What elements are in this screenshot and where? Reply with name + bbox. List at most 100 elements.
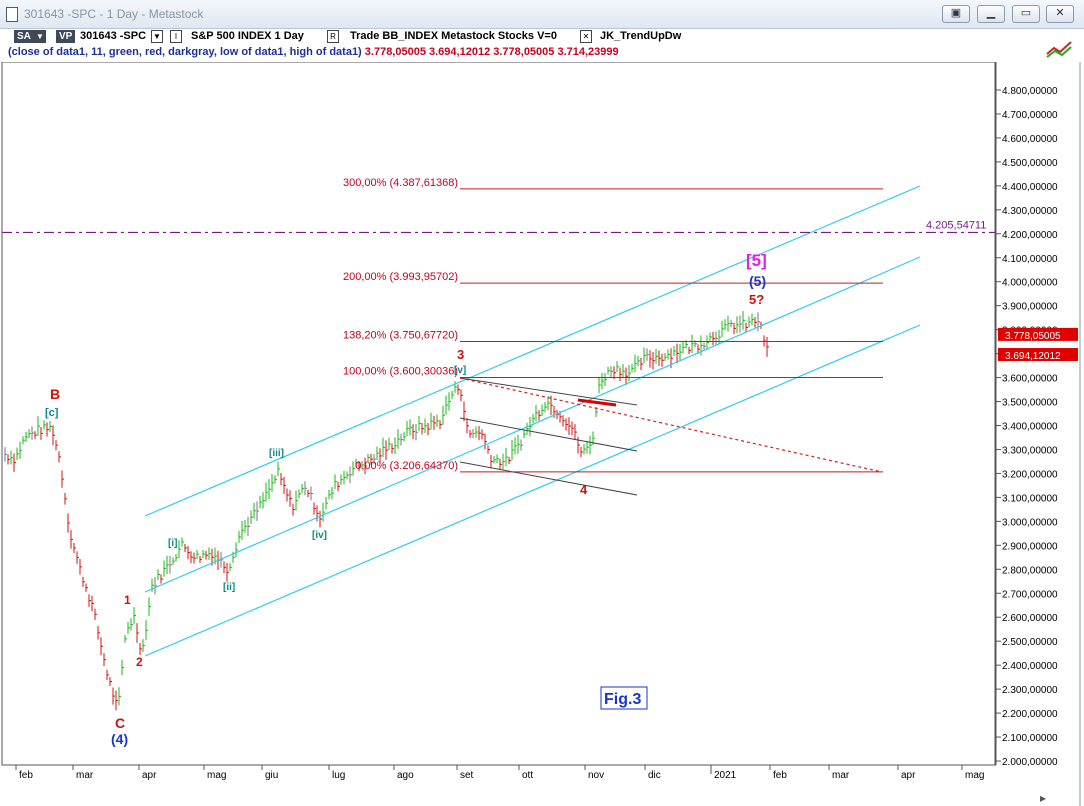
x-tick-label: ago <box>397 770 414 781</box>
y-tick-label: 2.000,00000 <box>1002 757 1058 768</box>
wave-v-label: [v] <box>454 365 466 376</box>
wave-5-label: (5) <box>749 273 766 289</box>
wave-B-label: B <box>50 386 60 402</box>
y-tick-label: 2.600,00000 <box>1002 613 1058 624</box>
x-tick-label: set <box>460 770 474 781</box>
price-bars <box>4 310 769 711</box>
y-tick-label: 2.900,00000 <box>1002 541 1058 552</box>
price-tag-box <box>998 327 1078 341</box>
y-tick-label: 3.200,00000 <box>1002 469 1058 480</box>
y-tick-label: 2.500,00000 <box>1002 637 1058 648</box>
y-tick-label: 3.400,00000 <box>1002 422 1058 433</box>
wave-c-minor-label: [c] <box>45 407 59 419</box>
plot-frame <box>1 62 996 766</box>
fib-levels: 300,00% (4.387,61368) 200,00% (3.993,9570… <box>343 177 883 473</box>
fib-label: 300,00% (4.387,61368) <box>343 177 458 189</box>
corr-upper-line <box>459 377 638 406</box>
corr-lower-line <box>459 461 638 496</box>
wave-iv-label: [iv] <box>312 530 327 541</box>
figure-label: Fig.3 <box>604 691 641 708</box>
x-tick-label: giu <box>265 770 278 781</box>
symbol-dropdown-icon[interactable]: ▼ <box>151 30 163 43</box>
minimize-button[interactable]: ▁ <box>977 5 1005 23</box>
indicator-params-label: (close of data1, 11, green, red, darkgra… <box>8 46 362 58</box>
x-tick-label: mar <box>76 770 94 781</box>
y-tick-label: 2.400,00000 <box>1002 661 1058 672</box>
red-dotted-trendline <box>459 377 883 473</box>
x-tick-label: mag <box>207 770 226 781</box>
y-tick-label: 2.700,00000 <box>1002 589 1058 600</box>
r-box[interactable]: R <box>327 30 339 43</box>
x-tick-label: dic <box>648 770 661 781</box>
sa-button[interactable]: SA <box>14 30 34 43</box>
y-tick-label: 4.000,00000 <box>1002 278 1058 289</box>
price-tag-box <box>998 348 1078 362</box>
wave-5q-label: 5? <box>749 292 764 307</box>
fib-label: 200,00% (3.993,95702) <box>343 271 458 283</box>
x-tick-label: lug <box>332 770 345 781</box>
x-tick-label: feb <box>773 770 787 781</box>
close-button[interactable]: ✕ <box>1046 5 1074 23</box>
y-axis: 4.800,00000 4.700,00000 4.600,00000 4.500,0… <box>996 86 1058 768</box>
channel-lower-line <box>144 324 921 657</box>
close-indicator-icon[interactable]: ✕ <box>580 30 592 43</box>
instrument-name: S&P 500 INDEX 1 Day <box>191 30 304 42</box>
fib-label: 100,00% (3.600,30036) <box>343 365 458 377</box>
window-title: 301643 -SPC - 1 Day - Metastock <box>24 7 204 21</box>
y-tick-label: 3.600,00000 <box>1002 374 1058 385</box>
price-tag-label: 3.778,05005 <box>1005 331 1061 342</box>
y-tick-label: 3.000,00000 <box>1002 517 1058 528</box>
x-tick-label: 2021 <box>714 770 737 781</box>
x-tick-label: apr <box>142 770 157 781</box>
wave-ii-label: [ii] <box>223 582 235 593</box>
correction-channel <box>459 377 883 496</box>
y-tick-label: 3.500,00000 <box>1002 398 1058 409</box>
y-tick-label: 3.900,00000 <box>1002 302 1058 313</box>
title-bar: 301643 -SPC - 1 Day - Metastock ▣ ▁ ▭ ✕ <box>0 0 1084 29</box>
purple-level-label: 4.205,54711 <box>926 219 986 231</box>
x-tick-label: mar <box>832 770 850 781</box>
breakout-marker <box>577 398 617 407</box>
wave-5-big-label: [5] <box>746 251 767 270</box>
price-tag-label: 3.694,12012 <box>1005 351 1061 362</box>
price-tags: 3.778,05005 3.694,12012 <box>998 327 1078 362</box>
trend-channel <box>144 185 921 657</box>
y-tick-label: 2.300,00000 <box>1002 685 1058 696</box>
y-tick-label: 4.400,00000 <box>1002 182 1058 193</box>
y-tick-label: 4.200,00000 <box>1002 230 1058 241</box>
wave-4-label: (4) <box>111 731 128 747</box>
sa-dropdown-icon[interactable]: ▼ <box>34 30 46 43</box>
indicator-name: JK_TrendUpDw <box>600 30 682 42</box>
restore-subwindow-button[interactable]: ▣ <box>942 5 970 23</box>
y-tick-label: 4.500,00000 <box>1002 158 1058 169</box>
y-tick-label: 4.100,00000 <box>1002 254 1058 265</box>
y-tick-label: 2.100,00000 <box>1002 733 1058 744</box>
x-tick-label: feb <box>19 770 33 781</box>
fib-label: 0,00% (3.206,64370) <box>355 460 458 472</box>
channel-upper-line <box>144 185 921 517</box>
interval-box[interactable]: I <box>170 30 182 43</box>
y-tick-label: 4.300,00000 <box>1002 206 1058 217</box>
y-tick-label: 3.300,00000 <box>1002 445 1058 456</box>
wave-C-label: C <box>115 715 125 731</box>
x-axis: feb mar apr mag giu lug ago set ott nov dic 2021 feb… <box>15 765 984 781</box>
purple-level: 4.205,54711 <box>2 219 995 234</box>
x-tick-label: ott <box>522 770 533 781</box>
trade-desc: Trade BB_INDEX Metastock Stocks V=0 <box>350 30 557 42</box>
price-chart[interactable]: 300,00% (4.387,61368) 200,00% (3.993,9570… <box>0 62 1084 806</box>
corr-mid-line <box>459 417 638 452</box>
window-icon <box>6 7 18 22</box>
wave-4-minor-label: 4 <box>580 482 588 497</box>
x-tick-label: nov <box>588 770 604 781</box>
y-tick-label: 4.700,00000 <box>1002 110 1058 121</box>
symbol-label: 301643 -SPC <box>80 30 147 42</box>
vp-button[interactable]: VP <box>56 30 76 43</box>
y-tick-label: 4.800,00000 <box>1002 86 1058 97</box>
y-tick-label: 3.100,00000 <box>1002 493 1058 504</box>
chart-style-icon[interactable] <box>1044 38 1074 60</box>
scroll-right-icon[interactable]: ▸ <box>1040 791 1046 805</box>
maximize-button[interactable]: ▭ <box>1012 5 1040 23</box>
wave-2-label: 2 <box>136 655 143 669</box>
wave-3-label: 3 <box>457 347 464 362</box>
indicator-params: (close of data1, 11, green, red, darkgra… <box>8 46 619 58</box>
